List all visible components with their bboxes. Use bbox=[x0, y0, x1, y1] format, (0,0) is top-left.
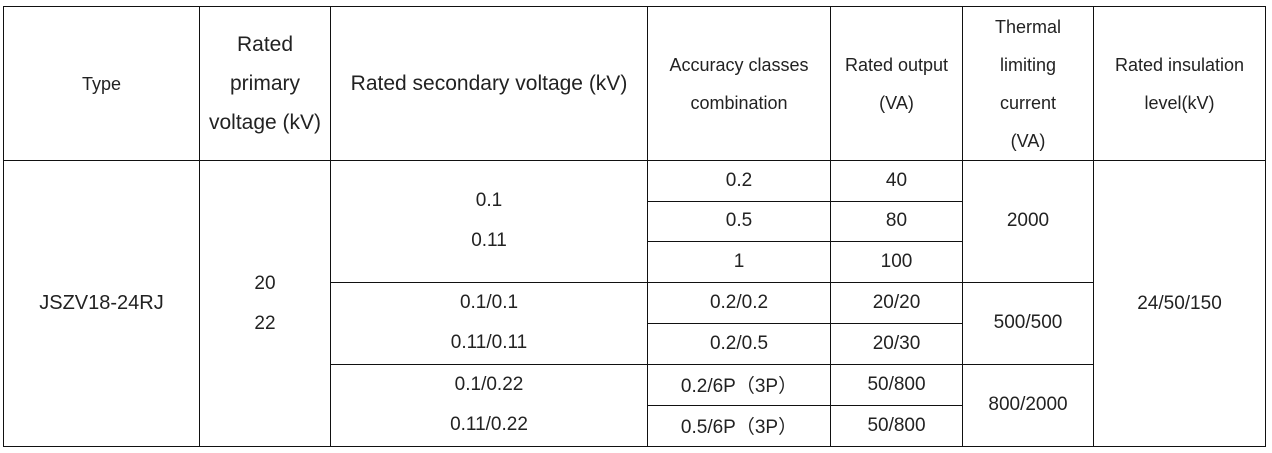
output-cell: 80 bbox=[830, 200, 963, 243]
header-line: Rated insulation bbox=[1114, 54, 1245, 75]
header-line: voltage (kV) bbox=[208, 111, 322, 134]
output-cell: 20/20 bbox=[830, 281, 963, 324]
header-line: (VA) bbox=[879, 92, 914, 113]
header-line: primary bbox=[229, 72, 300, 95]
table-row: 0.1/0.22 0.11/0.22 0.2/6P（3P） 50/800 800… bbox=[4, 363, 1266, 448]
table-row: 0.5/6P（3P） 50/800 bbox=[4, 404, 1266, 448]
cell-line: 0.1/0.22 bbox=[454, 374, 524, 396]
cell-line: 0.11/0.11 bbox=[450, 332, 528, 354]
header-line: current bbox=[999, 92, 1057, 113]
insulation-level-cell: 24/50/150 bbox=[1093, 160, 1266, 447]
header-type: Type bbox=[3, 6, 200, 161]
cell-line: 0.1 bbox=[475, 190, 503, 212]
header-accuracy-classes: Accuracy classes combination bbox=[647, 6, 831, 161]
table-row: 0.5 80 bbox=[4, 200, 1266, 243]
table-row: 0.1/0.1 0.11/0.11 0.2/0.2 20/20 500/500 bbox=[4, 281, 1266, 365]
spec-table: Type Rated primary voltage (kV) Rated se… bbox=[3, 6, 1266, 448]
secondary-voltage-cell: 0.1 0.11 bbox=[330, 160, 648, 283]
cell-line: 0.11/0.22 bbox=[450, 414, 528, 436]
output-cell: 100 bbox=[830, 241, 963, 283]
header-line: Thermal bbox=[994, 16, 1061, 37]
header-row: Type Rated primary voltage (kV) Rated se… bbox=[3, 6, 1266, 161]
header-rated-primary-voltage: Rated primary voltage (kV) bbox=[199, 6, 331, 161]
output-cell: 50/800 bbox=[830, 404, 963, 448]
header-line: Accuracy classes bbox=[669, 54, 809, 75]
type-cell: JSZV18-24RJ bbox=[3, 160, 200, 447]
thermal-current-cell: 800/2000 bbox=[962, 363, 1094, 448]
secondary-voltage-cell: 0.1/0.1 0.11/0.11 bbox=[330, 281, 648, 365]
header-rated-insulation-level: Rated insulation level(kV) bbox=[1093, 6, 1266, 161]
cell-line: 22 bbox=[254, 312, 276, 334]
cell-line: 20 bbox=[254, 272, 276, 294]
accuracy-cell: 0.5/6P（3P） bbox=[647, 404, 831, 448]
accuracy-cell: 0.5 bbox=[647, 200, 831, 243]
output-cell: 40 bbox=[830, 160, 963, 202]
header-line: (VA) bbox=[1010, 130, 1046, 151]
header-rated-secondary-voltage: Rated secondary voltage (kV) bbox=[330, 6, 648, 161]
cell-line: 0.1/0.1 bbox=[459, 292, 519, 314]
primary-voltage-cell: 20 22 bbox=[199, 160, 331, 447]
accuracy-cell: 1 bbox=[647, 241, 831, 283]
header-line: combination bbox=[690, 92, 788, 113]
header-line: Rated bbox=[236, 33, 294, 56]
table-row: JSZV18-24RJ 20 22 0.1 0.11 0.2 40 2000 2… bbox=[3, 160, 1266, 447]
header-line: limiting bbox=[999, 54, 1056, 75]
accuracy-cell: 0.2/0.2 bbox=[647, 281, 831, 324]
header-rated-output: Rated output (VA) bbox=[830, 6, 963, 161]
thermal-current-cell: 2000 bbox=[962, 160, 1094, 283]
output-cell: 20/30 bbox=[830, 322, 963, 365]
accuracy-cell: 0.2/0.5 bbox=[647, 322, 831, 365]
header-line: level(kV) bbox=[1144, 92, 1215, 113]
table-row: 0.2/0.5 20/30 bbox=[4, 322, 1266, 365]
cell-line: 0.11 bbox=[471, 230, 507, 252]
header-thermal-limiting-current: Thermal limiting current (VA) bbox=[962, 6, 1094, 161]
thermal-current-cell: 500/500 bbox=[962, 281, 1094, 365]
accuracy-cell: 0.2 bbox=[647, 160, 831, 202]
secondary-voltage-cell: 0.1/0.22 0.11/0.22 bbox=[330, 363, 648, 448]
accuracy-cell: 0.2/6P（3P） bbox=[647, 363, 831, 406]
output-cell: 50/800 bbox=[830, 363, 963, 406]
header-line: Rated output bbox=[844, 54, 949, 75]
